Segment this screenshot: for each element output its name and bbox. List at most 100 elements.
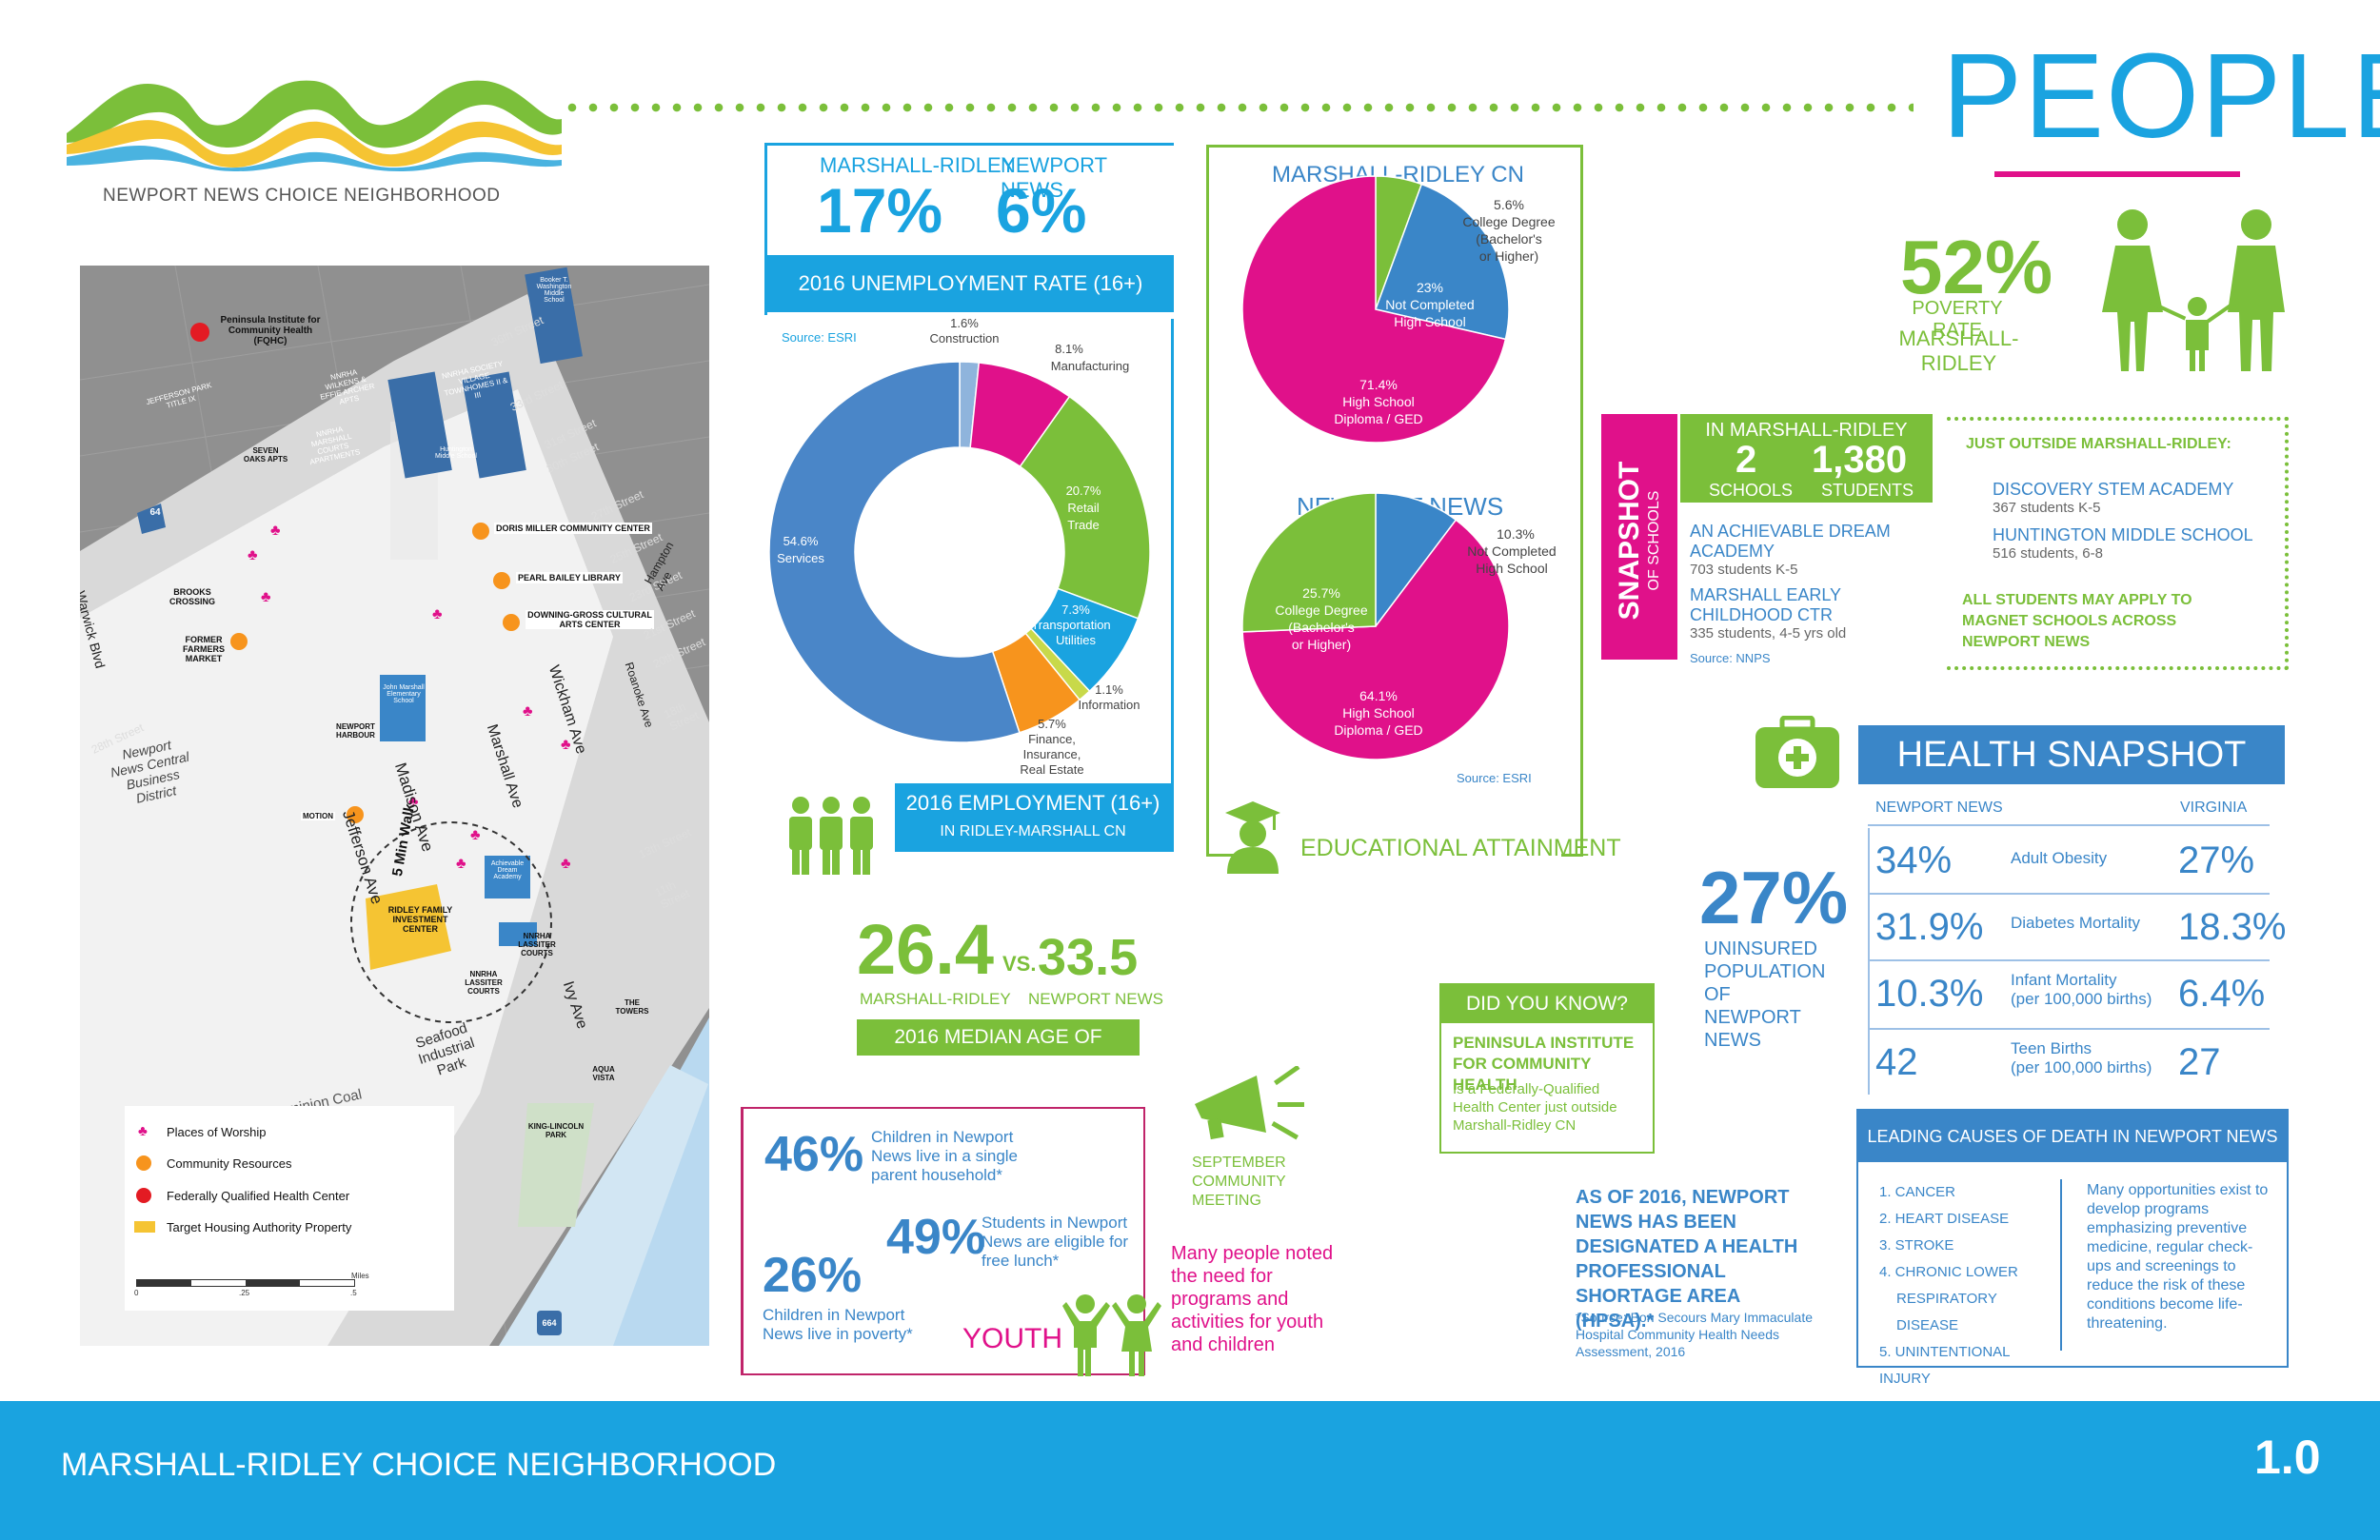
employment-banner-sub: IN RIDLEY-MARSHALL CN [940, 823, 1126, 839]
emp-label-construction-name: Construction [930, 331, 1000, 346]
map-label-brooks: BROOKS CROSSING [169, 587, 215, 606]
footer-bar: MARSHALL-RIDLEY CHOICE NEIGHBORHOOD 1.0 [0, 1401, 2380, 1540]
mr-notcomp-pct: 23% [1417, 280, 1443, 295]
education-bottom-rule-right [1561, 854, 1580, 857]
workers-icon [789, 797, 873, 875]
emp-label-transport-name1: Transportation [1031, 618, 1110, 632]
employment-source: Source: ESRI [782, 330, 857, 345]
causes-divider [2060, 1179, 2062, 1351]
emp-label-services-name: Services [777, 551, 824, 565]
unemployment-banner: 2016 UNEMPLOYMENT RATE (16+) [767, 255, 1174, 312]
community-resource-marker[interactable] [472, 523, 489, 540]
outside-school-detail: 516 students, 6-8 [1993, 545, 2103, 562]
worship-marker: ♣ [561, 856, 571, 872]
education-pie-charts: 5.6% College Degree (Bachelor's or Highe… [1241, 175, 1557, 760]
emp-label-construction-pct: 1.6% [950, 319, 979, 330]
worship-marker: ♣ [561, 737, 571, 753]
emp-label-information-pct: 1.1% [1095, 682, 1123, 697]
map-label-newport-harbour: NEWPORT HARBOUR [336, 722, 375, 740]
mr-hs-l2: Diploma / GED [1334, 411, 1422, 426]
youth-title: YOUTH [962, 1323, 1062, 1354]
education-source: Source: ESRI [1457, 771, 1532, 785]
worship-marker: ♣ [270, 523, 281, 539]
health-nn-value: 31.9% [1875, 906, 1984, 948]
schools-in-box: IN MARSHALL-RIDLEY 2 SCHOOLS 1,380 STUDE… [1680, 414, 1933, 503]
health-title-banner: HEALTH SNAPSHOT [1858, 725, 2285, 784]
youth-stat2-text: Students in Newport News are eligible fo… [982, 1214, 1129, 1270]
employment-slice-services [768, 361, 1021, 743]
map-legend: ♣ Places of Worship Community Resources … [125, 1106, 454, 1311]
health-row: 10.3% Infant Mortality (per 100,000 birt… [1868, 961, 2270, 1030]
schools-side-title-wrap: SNAPSHOT OF SCHOOLS [1614, 418, 1663, 663]
mr-notcomp-l2: High School [1394, 314, 1466, 329]
poverty-value: 52% [1900, 225, 2053, 309]
health-col-nn: NEWPORT NEWS [1875, 800, 2003, 816]
uninsured-text: UNINSURED POPULATION OF NEWPORT NEWS [1704, 938, 1826, 1051]
education-bottom-rule-left [1206, 854, 1235, 857]
employment-donut-chart: 1.6% Construction 8.1% Manufacturing 20.… [768, 319, 1151, 777]
dyk-body: Is a Federally-Qualified Health Center j… [1453, 1081, 1617, 1134]
map-label-lassiter-2: NNRHA LASSITER COURTS [465, 970, 503, 996]
mr-education-slice-not-completed-high-school [1375, 183, 1510, 341]
emp-label-finance-name1: Finance, [1028, 732, 1076, 746]
school-item: MARSHALL EARLY CHILDHOOD CTR 335 student… [1690, 585, 1947, 642]
youth-stat3-value: 26% [763, 1248, 863, 1303]
poverty-label2: MARSHALL-RIDLEY [1898, 326, 2019, 375]
median-age-nn-value: 33.5 [1038, 929, 1139, 986]
graduate-icon [1225, 801, 1280, 874]
map-label-motion: MOTION [301, 812, 335, 820]
mr-hs-l1: High School [1342, 394, 1415, 409]
causes-box: LEADING CAUSES OF DEATH IN NEWPORT NEWS … [1856, 1109, 2289, 1387]
schools-count-value: 2 [1735, 439, 1757, 481]
causes-note: Many opportunities exist to develop prog… [2087, 1182, 2269, 1332]
education-caption: EDUCATIONAL ATTAINMENT [1300, 835, 1621, 861]
map-label-achievable: Achievable Dream Academy [490, 860, 525, 880]
fqhc-marker[interactable] [190, 323, 209, 342]
emp-label-services-pct: 54.6% [783, 534, 819, 548]
uninsured-value: 27% [1699, 856, 1849, 939]
community-resource-marker[interactable] [503, 614, 520, 631]
mr-college-l1: College Degree [1462, 214, 1555, 229]
community-resource-marker[interactable] [347, 806, 364, 823]
emp-label-transport-name2: Utilities [1056, 633, 1096, 647]
youth-stat1-value: 46% [764, 1127, 864, 1182]
legend-item: Places of Worship [167, 1125, 267, 1139]
cause-item: RESPIRATORY DISEASE [1896, 1291, 1997, 1333]
mr-college-l3: or Higher) [1479, 248, 1538, 264]
map-label-ridley: RIDLEY FAMILY INVESTMENT CENTER [387, 905, 453, 934]
median-age-mr-value: 26.4 [857, 910, 995, 989]
cause-item: 2. HEART DISEASE [1879, 1211, 2010, 1227]
school-detail: 703 students K-5 [1690, 562, 1798, 578]
emp-label-retail-pct: 20.7% [1066, 484, 1101, 498]
footer-left-title: MARSHALL-RIDLEY CHOICE NEIGHBORHOOD [61, 1447, 777, 1483]
youth-stat2-value: 49% [886, 1210, 986, 1265]
schools-box-title: IN MARSHALL-RIDLEY [1705, 420, 1908, 441]
footer-page-number: 1.0 [2254, 1431, 2321, 1484]
map-label-booker: Booker T. Washington Middle School [536, 277, 572, 304]
nn-hs-pct: 64.1% [1359, 688, 1398, 703]
emp-label-manufacturing-pct: 8.1% [1055, 342, 1083, 356]
schools-count-label: SCHOOLS [1709, 481, 1794, 500]
cause-item: 5. UNINTENTIONAL INJURY [1879, 1344, 2010, 1387]
scale-label-0: 0 [134, 1289, 139, 1297]
schools-source: Source: NNPS [1690, 651, 1771, 665]
page-title: PEOPLE [1942, 29, 2380, 163]
scale-bar [136, 1279, 355, 1287]
health-va-value: 27% [2178, 839, 2255, 881]
causes-list: 1. CANCER 2. HEART DISEASE 3. STROKE 4. … [1879, 1179, 2055, 1392]
health-left-rule [1868, 828, 1870, 1095]
legend-item: Federally Qualified Health Center [167, 1189, 350, 1203]
legend-housing-icon [134, 1221, 155, 1233]
neighborhood-map[interactable]: ♣ ♣ ♣ ♣ ♣ ♣ ♣ ♣ ♣ ♣ Peninsula Institute … [80, 266, 709, 1346]
community-resource-marker[interactable] [493, 572, 510, 589]
school-name: AN ACHIEVABLE DREAM ACADEMY [1690, 522, 1891, 561]
scale-label-1: .25 [239, 1289, 250, 1297]
nn-hs-l2: Diploma / GED [1334, 722, 1422, 738]
meeting-quote: Many people noted the need for programs … [1171, 1243, 1334, 1355]
hpsa-statement: AS OF 2016, NEWPORT NEWS HAS BEEN DESIGN… [1576, 1187, 1798, 1332]
health-label: Diabetes Mortality [2011, 914, 2141, 932]
emp-label-retail-name1: Retail [1067, 501, 1099, 515]
median-age-vs: VS. [1002, 952, 1037, 976]
community-resource-marker[interactable] [230, 633, 248, 650]
legend-resource-icon [136, 1155, 151, 1171]
